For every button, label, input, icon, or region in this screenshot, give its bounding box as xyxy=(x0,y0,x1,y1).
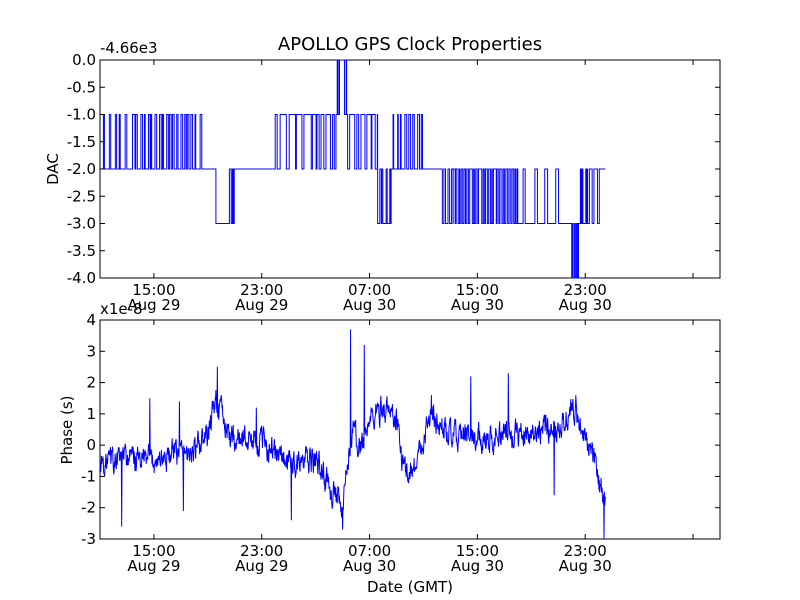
dac-y-ticks: 0.0 -0.5 -1.0 -1.5 -2.0 -2.5 -3.0 -3.5 -4.0 xyxy=(67,51,720,287)
dac-panel: 0.0 -0.5 -1.0 -1.5 -2.0 -2.5 -3.0 -3.5 -4.0 15:0… xyxy=(44,39,721,314)
phase-x-tick-date: Aug 30 xyxy=(451,557,504,575)
phase-x-tick-time: 15:00 xyxy=(456,542,499,560)
phase-x-tick-time: 15:00 xyxy=(132,542,175,560)
dac-y-tick-label: -3.5 xyxy=(67,242,96,260)
dac-offset-label: -4.66e3 xyxy=(100,39,158,57)
dac-x-tick-date: Aug 30 xyxy=(451,296,504,314)
phase-ylabel: Phase (s) xyxy=(58,395,76,464)
phase-x-tick-date: Aug 29 xyxy=(127,557,180,575)
phase-x-tick-time: 23:00 xyxy=(564,542,607,560)
phase-y-tick-label: 4 xyxy=(86,311,96,329)
phase-x-tick-time: 07:00 xyxy=(348,542,391,560)
phase-y-tick-label: -3 xyxy=(81,530,96,548)
dac-y-tick-label: -4.0 xyxy=(67,269,96,287)
dac-x-tick-time: 07:00 xyxy=(348,281,391,299)
dac-x-tick-time: 15:00 xyxy=(456,281,499,299)
dac-x-tick-date: Aug 30 xyxy=(343,296,396,314)
phase-y-tick-label: -2 xyxy=(81,499,96,517)
phase-x-tick-time: 23:00 xyxy=(240,542,283,560)
phase-y-ticks: 4 3 2 1 0 -1 -2 -3 xyxy=(81,311,720,548)
dac-series-line xyxy=(100,59,606,279)
phase-offset-label: x1e-8 xyxy=(100,300,143,318)
dac-y-tick-label: 0.0 xyxy=(72,51,96,69)
phase-y-tick-label: 1 xyxy=(86,405,96,423)
phase-y-tick-label: 0 xyxy=(86,436,96,454)
dac-y-tick-label: -1.5 xyxy=(67,133,96,151)
figure-title: APOLLO GPS Clock Properties xyxy=(278,34,542,55)
phase-plot-frame xyxy=(99,319,721,540)
phase-xlabel: Date (GMT) xyxy=(367,578,453,596)
phase-series-line xyxy=(99,329,606,540)
dac-x-tick-time: 23:00 xyxy=(564,281,607,299)
dac-y-tick-label: -1.0 xyxy=(67,106,96,124)
dac-x-tick-date: Aug 29 xyxy=(235,296,288,314)
phase-x-tick-date: Aug 30 xyxy=(343,557,396,575)
dac-x-tick-time: 23:00 xyxy=(240,281,283,299)
dac-y-tick-label: -3.0 xyxy=(67,215,96,233)
phase-y-tick-label: 2 xyxy=(86,374,96,392)
phase-y-tick-label: 3 xyxy=(86,342,96,360)
dac-y-tick-label: -0.5 xyxy=(67,78,96,96)
phase-y-tick-label: -1 xyxy=(81,467,96,485)
dac-ylabel: DAC xyxy=(44,153,62,185)
phase-x-tick-date: Aug 30 xyxy=(559,557,612,575)
dac-x-tick-date: Aug 30 xyxy=(559,296,612,314)
dac-x-tick-time: 15:00 xyxy=(132,281,175,299)
phase-x-tick-date: Aug 29 xyxy=(235,557,288,575)
dac-y-tick-label: -2.0 xyxy=(67,160,96,178)
dac-y-tick-label: -2.5 xyxy=(67,187,96,205)
dac-x-tick-date: Aug 29 xyxy=(127,296,180,314)
